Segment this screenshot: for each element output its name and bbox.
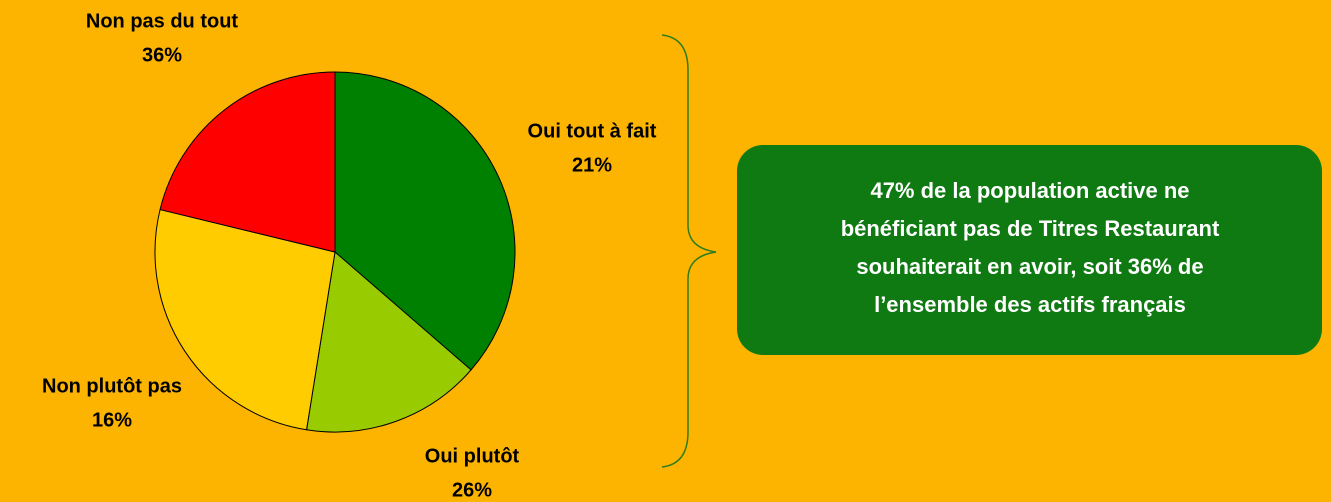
slice-label: Oui plutôt — [425, 445, 520, 467]
callout-box — [737, 145, 1322, 355]
callout-text: 47% de la population active ne — [870, 178, 1189, 203]
slice-value-label: 26% — [452, 479, 492, 501]
callout-text: bénéficiant pas de Titres Restaurant — [841, 216, 1220, 241]
pie-slice — [154, 208, 336, 431]
slice-label: Non pas du tout — [86, 10, 239, 32]
pie-slice — [334, 71, 516, 371]
slice-label: Non plutôt pas — [42, 375, 182, 397]
pie-slice — [305, 251, 472, 433]
slice-value-label: 21% — [572, 154, 612, 176]
pie-slice — [159, 71, 336, 253]
slice-value-label: 16% — [92, 409, 132, 431]
slice-label: Oui tout à fait — [528, 120, 657, 142]
callout-text: souhaiterait en avoir, soit 36% de — [856, 254, 1203, 279]
slice-value-label: 36% — [142, 44, 182, 66]
callout-text: l’ensemble des actifs français — [874, 292, 1186, 317]
brace — [661, 34, 717, 468]
